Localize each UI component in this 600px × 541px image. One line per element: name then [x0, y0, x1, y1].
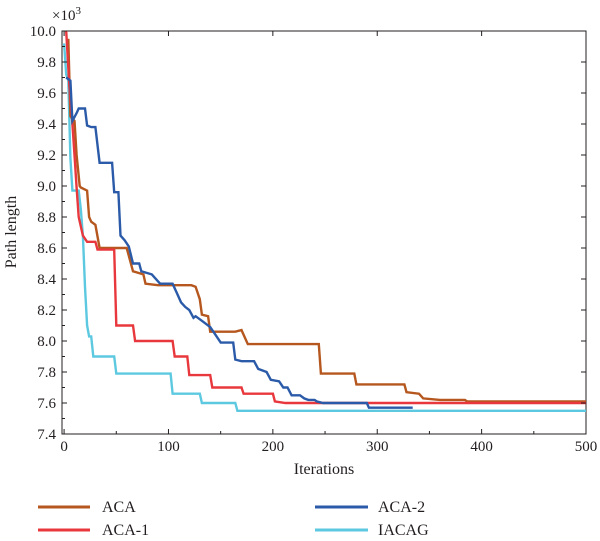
y-multiplier: ×103 — [52, 5, 81, 24]
series-line-iacag — [62, 43, 586, 412]
legend-label-aca: ACA — [102, 499, 136, 516]
legend-label-aca-1: ACA-1 — [102, 522, 149, 539]
y-tick-label: 9.4 — [37, 117, 56, 133]
series-line-aca-2 — [65, 76, 413, 409]
x-tick-label: 400 — [470, 439, 493, 455]
y-tick-label: 9.8 — [37, 55, 56, 71]
series-lines — [62, 30, 586, 412]
y-tick-label: 8.6 — [37, 241, 56, 257]
x-tick-label: 100 — [157, 439, 180, 455]
y-tick-label: 7.4 — [37, 427, 56, 443]
axis-ticks: 0 100 200 300 400 500 7.4 7.6 7.8 8.0 8.2 8.4 8.6 8.8… — [30, 24, 598, 455]
y-tick-label: 9.0 — [37, 179, 56, 195]
y-tick-label: 8.4 — [37, 272, 56, 288]
series-line-aca-1 — [65, 30, 586, 405]
y-axis-title: Path length — [3, 196, 20, 268]
legend-label-iacag: IACAG — [378, 522, 429, 539]
x-tick-label: 500 — [575, 439, 598, 455]
y-tick-label: 8.8 — [37, 210, 56, 226]
y-tick-label: 10.0 — [30, 24, 56, 40]
x-axis-title: Iterations — [294, 461, 354, 478]
legend: ACA ACA-1 ACA-2 IACAG — [38, 499, 429, 539]
y-tick-label: 7.6 — [37, 396, 56, 412]
y-tick-label: 7.8 — [37, 365, 56, 381]
y-tick-label: 9.2 — [37, 148, 56, 164]
series-line-aca — [67, 38, 586, 403]
x-tick-label: 300 — [366, 439, 389, 455]
x-tick-label: 0 — [60, 439, 68, 455]
x-tick-label: 200 — [262, 439, 285, 455]
y-tick-label: 8.2 — [37, 303, 56, 319]
legend-label-aca-2: ACA-2 — [378, 499, 425, 516]
y-tick-label: 9.6 — [37, 86, 56, 102]
y-tick-label: 8.0 — [37, 334, 56, 350]
